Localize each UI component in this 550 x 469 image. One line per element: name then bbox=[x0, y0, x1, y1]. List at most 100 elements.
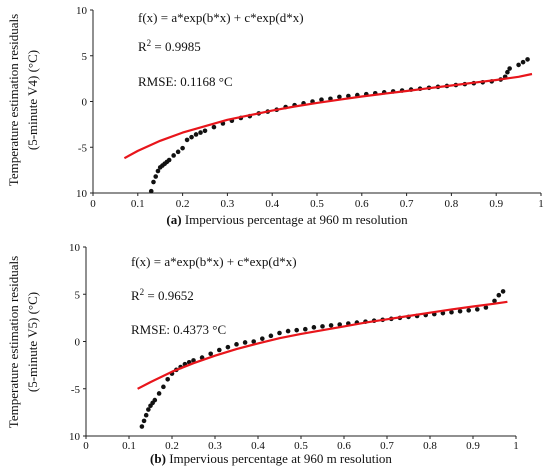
data-point bbox=[191, 358, 196, 363]
y-tick-label: 0 bbox=[82, 97, 88, 109]
x-tick-label: 0.6 bbox=[355, 198, 369, 210]
data-point bbox=[285, 328, 291, 334]
data-point bbox=[189, 134, 194, 140]
y-axis-label-line2: (5-minute V5) (°C) bbox=[25, 292, 40, 392]
y-tick-label: 5 bbox=[82, 51, 88, 63]
data-point bbox=[208, 351, 213, 357]
x-tick-label: 0.9 bbox=[489, 198, 503, 210]
data-point bbox=[500, 289, 506, 294]
y-tick-label: 10 bbox=[76, 188, 88, 200]
y-tick-label: 0 bbox=[75, 337, 81, 349]
data-point bbox=[319, 97, 324, 102]
x-tick-label: 0.8 bbox=[445, 198, 459, 210]
data-point bbox=[525, 57, 530, 62]
data-point bbox=[165, 377, 170, 382]
data-point bbox=[139, 424, 145, 429]
data-point bbox=[507, 66, 512, 71]
data-point bbox=[260, 336, 265, 341]
data-point bbox=[505, 69, 510, 75]
panel-label: (b) bbox=[150, 451, 166, 466]
y-tick-label: 10 bbox=[76, 5, 88, 17]
x-tick-label: 0.5 bbox=[310, 198, 324, 210]
x-tick-label: 0.2 bbox=[165, 440, 179, 452]
data-point bbox=[520, 59, 526, 65]
x-tick-label: 0.4 bbox=[251, 440, 265, 452]
y-tick-label: -5 bbox=[78, 142, 88, 154]
r-squared-prefix: R bbox=[131, 288, 140, 303]
x-axis-label-text: Impervious percentage at 960 m resolutio… bbox=[182, 212, 408, 227]
x-tick-label: 0 bbox=[83, 440, 89, 452]
x-tick-label: 0 bbox=[90, 198, 96, 210]
data-point bbox=[152, 397, 158, 403]
data-point bbox=[337, 94, 342, 100]
x-tick-label: 0.6 bbox=[337, 440, 351, 452]
data-point bbox=[156, 391, 162, 396]
data-point bbox=[242, 340, 248, 345]
data-point bbox=[483, 305, 489, 310]
data-point bbox=[234, 342, 239, 347]
rmse-annotation: RMSE: 0.4373 °C bbox=[131, 322, 226, 337]
data-point bbox=[268, 333, 274, 339]
data-point bbox=[217, 347, 222, 353]
data-point bbox=[516, 62, 521, 68]
data-point bbox=[148, 188, 154, 194]
data-point bbox=[303, 326, 308, 332]
x-axis-label-text: Impervious percentage at 960 m resolutio… bbox=[166, 451, 392, 466]
x-tick-label: 0.1 bbox=[122, 440, 136, 452]
y-axis-label-line1: Temperature estimation residuals bbox=[6, 256, 21, 428]
r-squared-prefix: R bbox=[138, 39, 147, 54]
data-point bbox=[337, 322, 343, 327]
data-point bbox=[161, 384, 166, 390]
panel-label: (a) bbox=[166, 212, 181, 227]
data-point bbox=[466, 308, 472, 313]
data-point bbox=[328, 323, 334, 328]
data-point bbox=[496, 292, 502, 298]
fit-curve-line bbox=[123, 72, 533, 160]
data-point bbox=[166, 157, 172, 163]
x-tick-label: 0.4 bbox=[265, 198, 279, 210]
data-point bbox=[175, 149, 181, 155]
x-tick-label: 0.3 bbox=[221, 198, 235, 210]
data-point bbox=[225, 344, 231, 350]
x-tick-label: 0.7 bbox=[380, 440, 394, 452]
x-tick-label: 0.5 bbox=[294, 440, 308, 452]
r-squared-sup: 2 bbox=[147, 38, 152, 48]
x-axis-label: (a) Impervious percentage at 960 m resol… bbox=[166, 212, 408, 227]
y-tick-label: 5 bbox=[75, 289, 81, 301]
data-point bbox=[320, 324, 325, 329]
y-tick-label: -5 bbox=[71, 384, 81, 396]
data-point bbox=[171, 153, 176, 158]
x-tick-label: 0.9 bbox=[466, 440, 480, 452]
formula-annotation: f(x) = a*exp(b*x) + c*exp(d*x) bbox=[138, 10, 304, 25]
r-squared-sup: 2 bbox=[140, 287, 145, 297]
x-tick-label: 0.1 bbox=[131, 198, 145, 210]
data-point bbox=[184, 137, 190, 143]
data-point bbox=[211, 124, 217, 130]
data-point bbox=[151, 179, 156, 185]
data-point bbox=[202, 128, 208, 134]
r-squared-value: = 0.9985 bbox=[151, 39, 201, 54]
data-point bbox=[141, 418, 147, 424]
y-axis-label-line2: (5-minute V4) (°C) bbox=[25, 50, 40, 150]
y-tick-label: 10 bbox=[69, 431, 81, 443]
rmse-annotation: RMSE: 0.1168 °C bbox=[138, 74, 233, 89]
data-point bbox=[251, 339, 256, 344]
data-point bbox=[457, 308, 463, 314]
data-point bbox=[153, 174, 159, 179]
r-squared-annotation: R2 = 0.9652 bbox=[131, 287, 194, 303]
x-tick-label: 0.2 bbox=[176, 198, 190, 210]
data-point bbox=[294, 327, 300, 333]
r-squared-value: = 0.9652 bbox=[144, 288, 194, 303]
data-point bbox=[193, 132, 199, 137]
x-axis-label: (b) Impervious percentage at 960 m resol… bbox=[150, 451, 392, 466]
data-point bbox=[449, 309, 454, 315]
x-tick-label: 0.8 bbox=[423, 440, 437, 452]
y-tick-label: 10 bbox=[69, 242, 81, 254]
y-axis-label-line1: Temperature estimation residuals bbox=[6, 14, 21, 186]
data-point bbox=[311, 325, 317, 330]
x-tick-label: 0.3 bbox=[208, 440, 222, 452]
data-point bbox=[180, 145, 185, 151]
